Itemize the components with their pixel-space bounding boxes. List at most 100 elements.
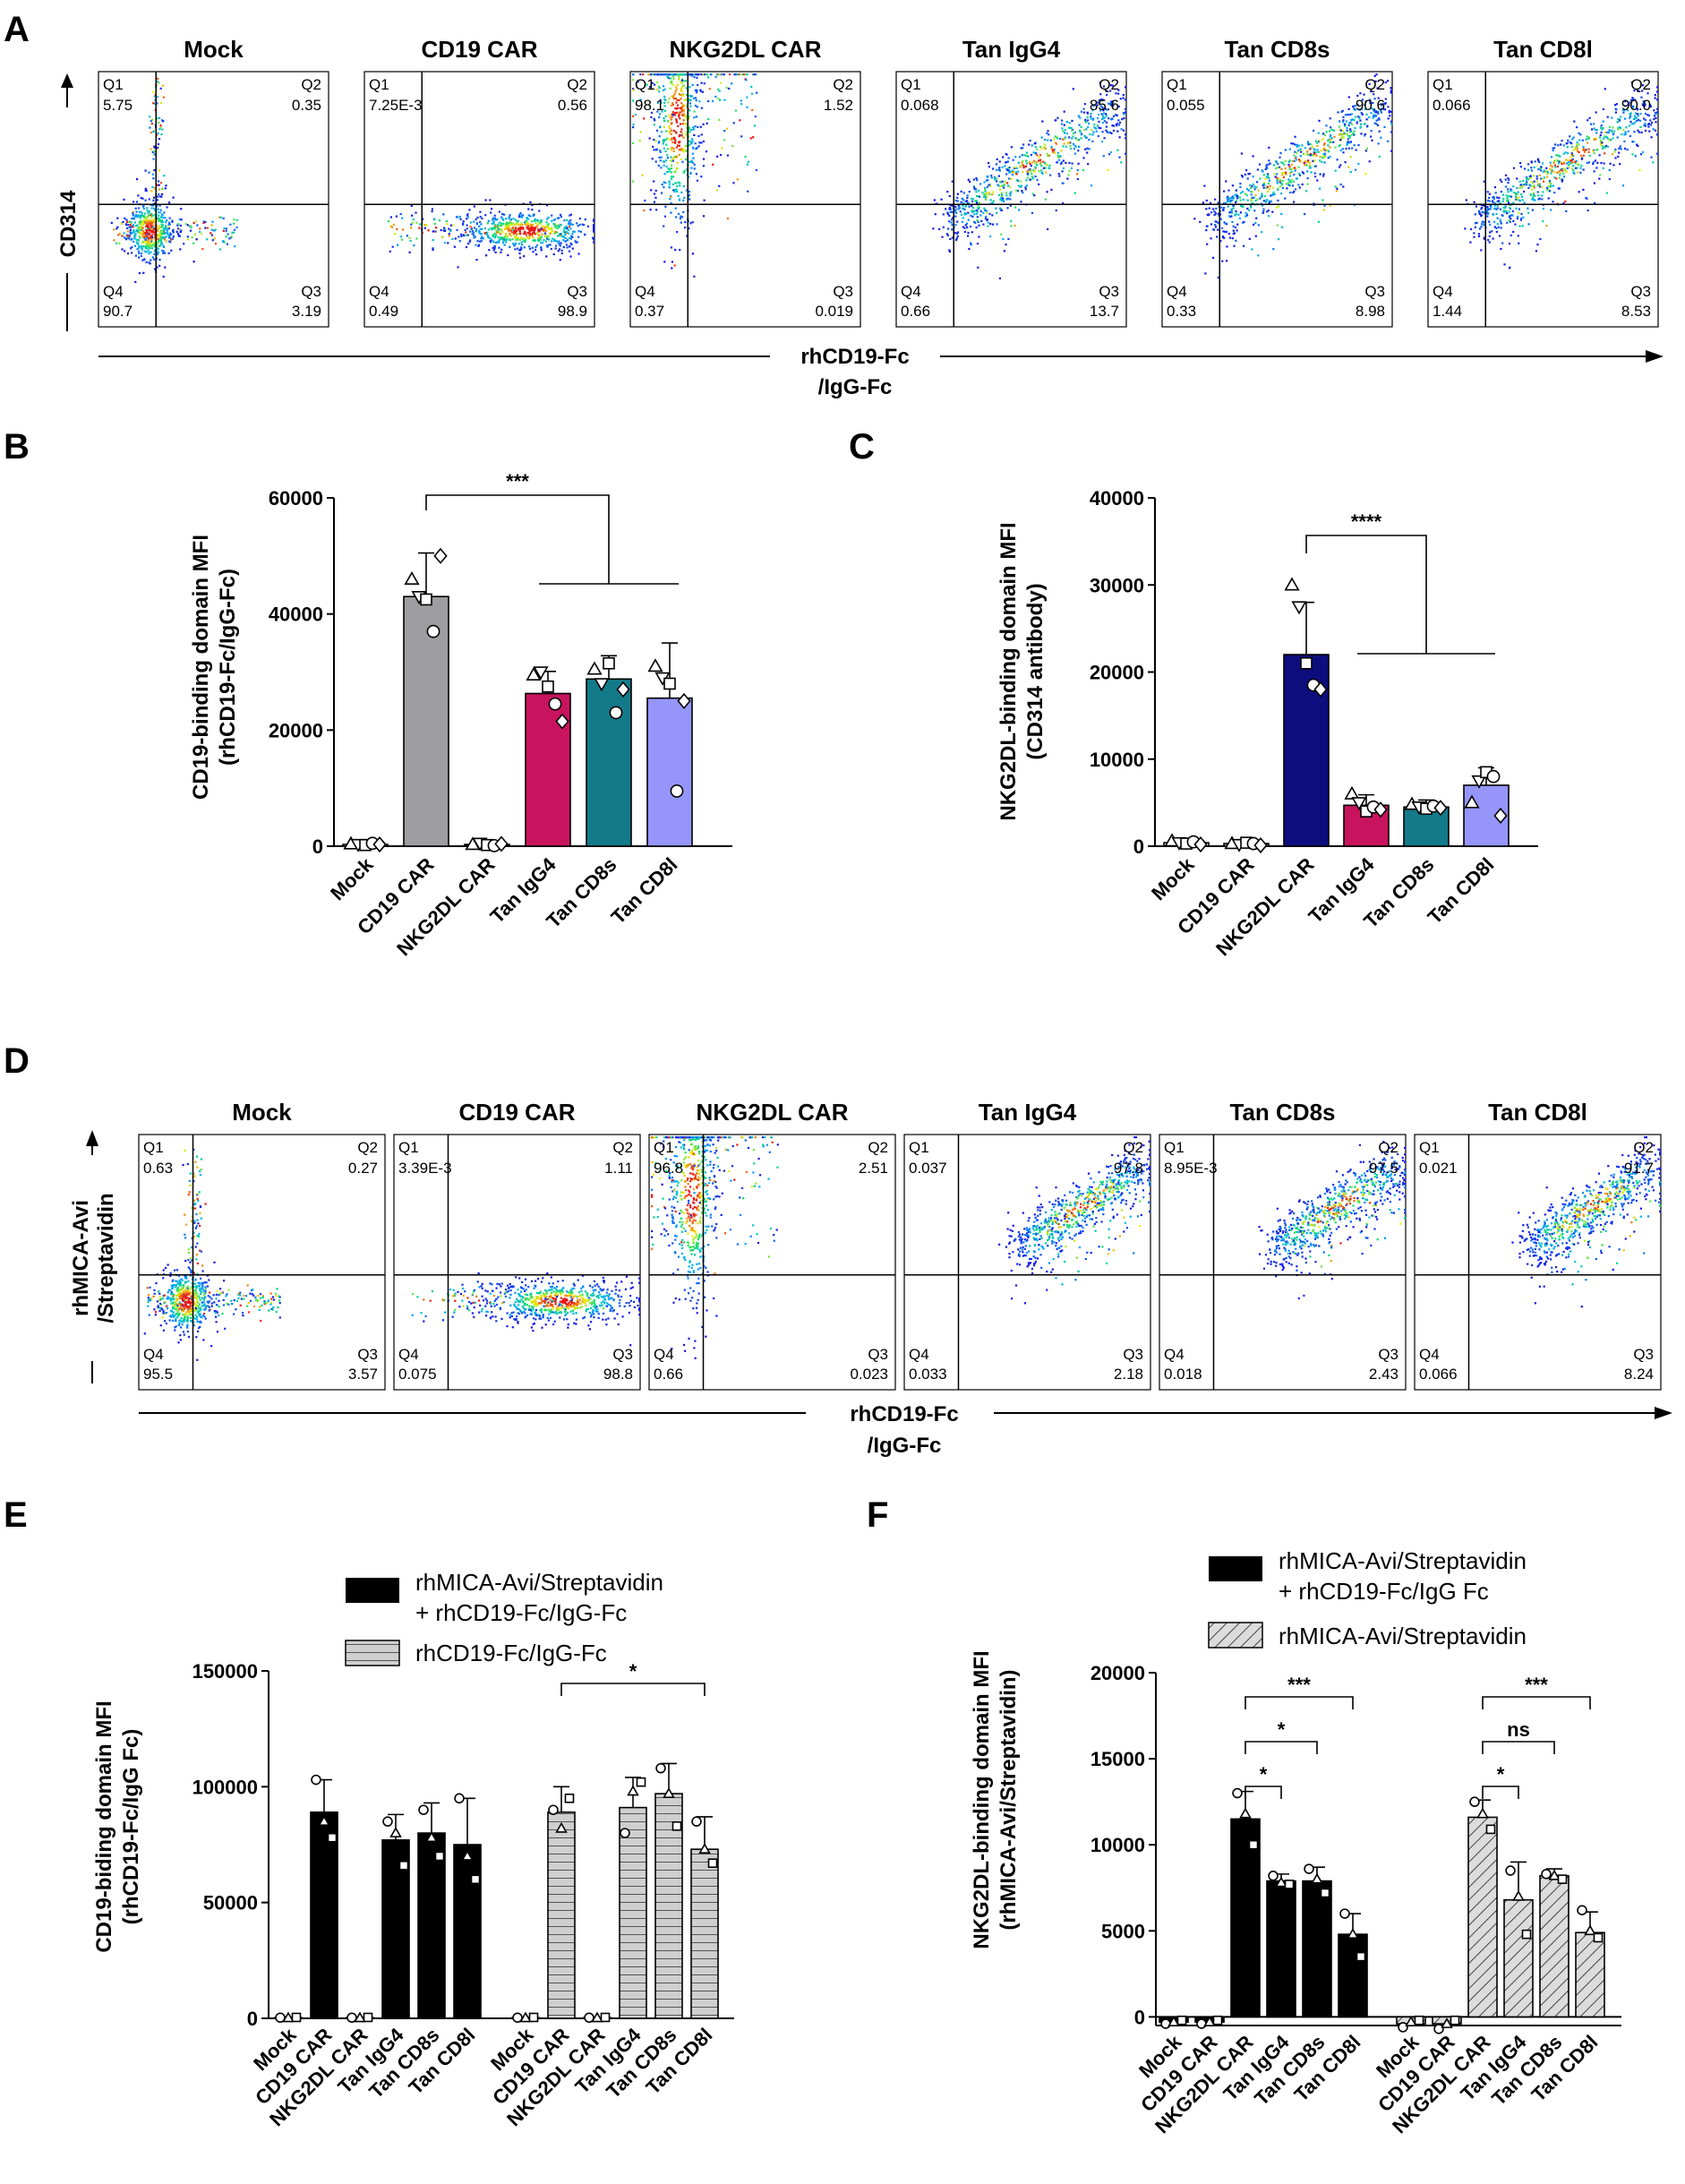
flow-event [150, 229, 152, 232]
flow-event [1091, 133, 1094, 136]
flow-event [1537, 194, 1540, 197]
data-point [609, 706, 623, 720]
flow-event [1287, 184, 1290, 186]
flow-event [552, 237, 554, 240]
flow-event [1120, 128, 1123, 131]
flow-event [1605, 131, 1608, 133]
flow-event [672, 158, 675, 161]
flow-event [1207, 214, 1210, 217]
flow-event [751, 108, 754, 111]
flow-event [665, 73, 668, 76]
flow-event [1496, 196, 1499, 199]
flow-event [497, 236, 500, 239]
flow-event [184, 1289, 187, 1292]
flow-event [543, 228, 545, 231]
flow-event [143, 259, 146, 261]
flow-event [1612, 133, 1614, 136]
flow-event [962, 226, 964, 228]
flow-event [1324, 155, 1327, 158]
flow-event [976, 194, 979, 198]
flow-event [1614, 148, 1617, 150]
flow-event [694, 142, 697, 145]
flow-event [164, 1301, 167, 1304]
flow-event [1235, 200, 1237, 202]
flow-event [688, 129, 690, 132]
flow-event [1291, 167, 1294, 170]
flow-event [1356, 94, 1359, 97]
flow-event [184, 1233, 186, 1236]
flow-event [1205, 199, 1208, 202]
flow-event [1292, 180, 1295, 183]
flow-event [214, 1312, 217, 1315]
flow-event [167, 223, 170, 226]
flow-event [1518, 196, 1520, 199]
flow-event [569, 227, 572, 230]
flow-event [1245, 187, 1249, 191]
flow-event [1088, 138, 1091, 141]
flow-event [199, 1224, 201, 1228]
flow-event [1345, 147, 1347, 150]
flow-event [1559, 174, 1561, 176]
flow-event [1633, 131, 1636, 133]
flow-event [172, 230, 175, 233]
flow-event [1100, 113, 1103, 116]
flow-event [1540, 177, 1543, 180]
flow-event [1487, 211, 1490, 214]
flow-event [1504, 210, 1507, 212]
flow-event [184, 1304, 187, 1306]
flow-event [491, 238, 493, 241]
flow-event [230, 236, 233, 238]
flow-event [1309, 161, 1312, 164]
flow-event [197, 1235, 200, 1238]
flow-event [1295, 167, 1297, 170]
flow-event [145, 232, 148, 235]
flow-event [682, 136, 685, 139]
flow-event [523, 240, 526, 243]
flow-event [650, 88, 653, 90]
flow-event [644, 199, 646, 202]
flow-event [688, 176, 690, 178]
flow-event [191, 236, 193, 239]
flow-event [1549, 167, 1552, 170]
flow-event [157, 77, 159, 80]
flow-event [1122, 97, 1125, 99]
flow-event [569, 219, 572, 222]
flow-event [1373, 93, 1375, 96]
flow-event [1360, 111, 1363, 115]
flow-event [668, 186, 671, 189]
flow-event [1605, 192, 1608, 194]
flow-event [1022, 164, 1024, 167]
flow-event [1642, 100, 1645, 103]
flow-event [1644, 124, 1647, 127]
flow-event [141, 221, 143, 224]
flow-event [673, 98, 676, 100]
flow-event [1509, 195, 1511, 198]
flow-event [389, 225, 392, 227]
flow-event [1023, 154, 1026, 157]
flow-event [157, 237, 159, 241]
flow-event [1213, 210, 1216, 213]
flow-event [1303, 172, 1305, 175]
flow-event [502, 239, 505, 242]
flow-event [169, 1315, 172, 1317]
flow-event [151, 226, 154, 228]
flow-event [150, 214, 152, 217]
flow-event [1040, 169, 1043, 172]
flow-event [740, 135, 743, 138]
flow-event [1321, 157, 1323, 159]
flow-event [523, 255, 526, 258]
panel-label-e: E [4, 1495, 28, 1535]
flow-event [1617, 155, 1620, 158]
flow-event [1621, 133, 1623, 136]
flow-event [423, 227, 426, 229]
flow-event [567, 229, 569, 232]
flow-plot-title: NKG2DL CAR [670, 36, 822, 63]
flow-event [964, 200, 967, 203]
flow-event [206, 238, 209, 241]
flow-event [150, 223, 152, 226]
flow-event [201, 1270, 204, 1272]
flow-event [191, 1246, 193, 1249]
flow-event [1390, 91, 1393, 94]
flow-event [646, 83, 648, 86]
flow-event [1544, 169, 1546, 172]
